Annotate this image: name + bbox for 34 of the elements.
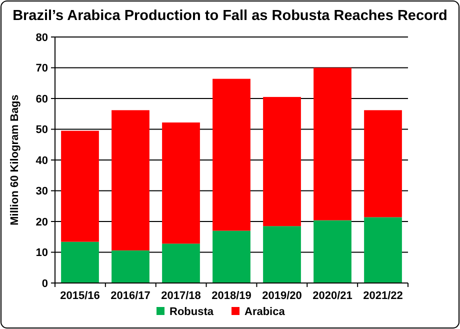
x-tick-label: 2018/19 xyxy=(212,290,252,302)
bar xyxy=(263,226,301,283)
y-tick-label: 60 xyxy=(36,93,48,106)
bar xyxy=(212,78,250,231)
y-tick-label: 80 xyxy=(36,32,48,44)
bar xyxy=(263,96,301,226)
bar xyxy=(364,217,402,283)
x-tick-label: 2021/22 xyxy=(363,290,403,302)
x-tick-label: 2019/20 xyxy=(262,290,302,302)
y-tick-label: 20 xyxy=(36,216,48,228)
x-tick-label: 2015/16 xyxy=(60,290,100,302)
bar xyxy=(61,130,99,242)
y-tick-label: 50 xyxy=(36,124,48,136)
y-tick-label: 70 xyxy=(36,62,48,75)
bar xyxy=(364,110,402,218)
x-tick-label: 2016/17 xyxy=(110,290,150,302)
bar xyxy=(162,244,200,283)
bar xyxy=(61,242,99,283)
y-tick-label: 0 xyxy=(42,278,48,290)
y-tick-label: 10 xyxy=(36,247,48,260)
y-tick-label: 40 xyxy=(36,154,48,167)
bar xyxy=(314,220,352,283)
y-axis-title: Million 60 Kilogram Bags xyxy=(9,94,21,226)
y-tick-label: 30 xyxy=(36,186,48,198)
legend-label: Arabica xyxy=(244,306,286,318)
x-tick-label: 2020/21 xyxy=(312,290,352,302)
x-tick-label: 2017/18 xyxy=(161,290,201,302)
bar xyxy=(112,250,150,283)
bar xyxy=(162,122,200,244)
bar xyxy=(314,68,352,220)
chart-title: Brazil’s Arabica Production to Fall as Robusta Reaches Record xyxy=(12,8,448,24)
bar xyxy=(212,230,250,283)
bar xyxy=(112,110,150,250)
legend-label: Robusta xyxy=(170,306,214,318)
